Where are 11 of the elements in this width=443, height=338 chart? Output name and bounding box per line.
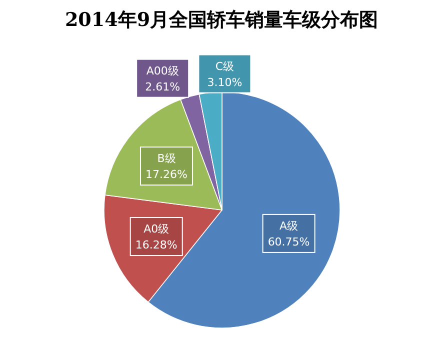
slice-label: A0级 [144,222,170,236]
slice-label: A00级 [146,64,179,78]
data-label: 2.61% [145,80,180,94]
slice-label: C级 [215,60,234,73]
chart-title: 2014年9月全国轿车销量车级分布图 [64,9,378,31]
data-label: 16.28% [135,238,178,252]
slice-label: A级 [280,219,298,232]
data-label: 3.10% [207,76,242,89]
slice-label: B级 [157,152,176,166]
data-label: 60.75% [268,235,310,248]
data-label: 17.26% [146,168,188,182]
